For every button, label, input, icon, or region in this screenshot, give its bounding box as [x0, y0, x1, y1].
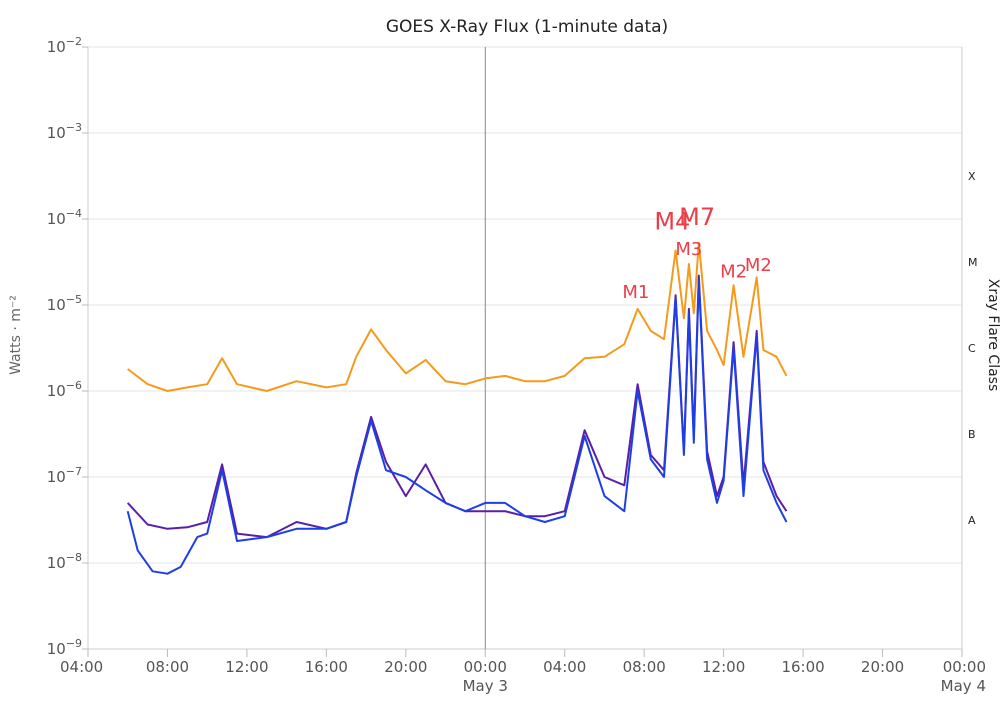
- y2-axis-label: Xray Flare Class: [985, 279, 1001, 392]
- flare-class-axis: A B C M X: [968, 170, 978, 527]
- x-date-label: May 4: [941, 677, 986, 695]
- flare-class-label: B: [968, 428, 976, 441]
- y-tick-label: 10−6: [47, 379, 82, 400]
- x-tick-label: 12:00: [702, 658, 745, 676]
- chart-title: GOES X-Ray Flux (1-minute data): [386, 17, 668, 37]
- x-tick-label: 12:00: [225, 658, 268, 676]
- y-tick-label: 10−5: [47, 293, 82, 314]
- x-tick-label: 20:00: [861, 658, 904, 676]
- x-tick-label: 08:00: [146, 658, 189, 676]
- x-tick-label: 16:00: [305, 658, 348, 676]
- flare-annotation: M3: [675, 239, 702, 260]
- series-line-1: [126, 274, 788, 539]
- flare-annotation: M4: [654, 208, 690, 236]
- x-tick-label: 00:00: [943, 658, 986, 676]
- y-tick-label: 10−3: [47, 121, 82, 142]
- y-tick-label: 10−2: [47, 35, 82, 56]
- series-layer: [126, 241, 788, 575]
- y-tick-base: 10: [47, 210, 66, 228]
- flare-class-label: M: [968, 256, 978, 269]
- y-tick-base: 10: [47, 38, 66, 56]
- x-date-label: May 3: [463, 677, 508, 695]
- y-tick-base: 10: [47, 296, 66, 314]
- y-tick-label: 10−7: [47, 465, 82, 486]
- x-tick-label: 16:00: [781, 658, 824, 676]
- flare-class-label: A: [968, 514, 976, 527]
- y-tick-exponent: −7: [66, 465, 82, 478]
- y-tick-base: 10: [47, 468, 66, 486]
- y-tick-exponent: −4: [66, 207, 82, 220]
- flare-annotation: M1: [622, 282, 649, 303]
- series-line-0: [127, 241, 788, 392]
- y-tick-label: 10−8: [47, 551, 82, 572]
- grid: [88, 46, 962, 650]
- x-tick-label: 08:00: [623, 658, 666, 676]
- x-tick-label: 04:00: [60, 658, 103, 676]
- flare-annotation: M2: [720, 261, 747, 282]
- y-tick-exponent: −5: [66, 293, 82, 306]
- plot-frame: [87, 47, 963, 650]
- x-tick-label: 20:00: [384, 658, 427, 676]
- x-tick-label: 04:00: [543, 658, 586, 676]
- y-tick-exponent: −6: [66, 379, 82, 392]
- x-tick-label: 00:00: [464, 658, 507, 676]
- flare-class-label: X: [968, 170, 976, 183]
- y-tick-base: 10: [47, 554, 66, 572]
- flare-annotation: M7: [679, 203, 715, 231]
- y-tick-label: 10−4: [47, 207, 82, 228]
- y-tick-base: 10: [47, 382, 66, 400]
- y-axis: 10−910−810−710−610−510−410−310−2: [47, 35, 88, 658]
- series-line-2: [126, 278, 788, 575]
- y-axis-label: Watts · m⁻²: [8, 295, 24, 375]
- y-tick-base: 10: [47, 640, 66, 658]
- y-tick-base: 10: [47, 124, 66, 142]
- flare-class-label: C: [968, 342, 976, 355]
- y-tick-exponent: −8: [66, 551, 82, 564]
- y-tick-exponent: −2: [66, 35, 82, 48]
- y-tick-exponent: −3: [66, 121, 82, 134]
- flare-annotation: M2: [745, 255, 772, 276]
- y-tick-exponent: −9: [66, 637, 82, 650]
- y-tick-label: 10−9: [47, 637, 82, 658]
